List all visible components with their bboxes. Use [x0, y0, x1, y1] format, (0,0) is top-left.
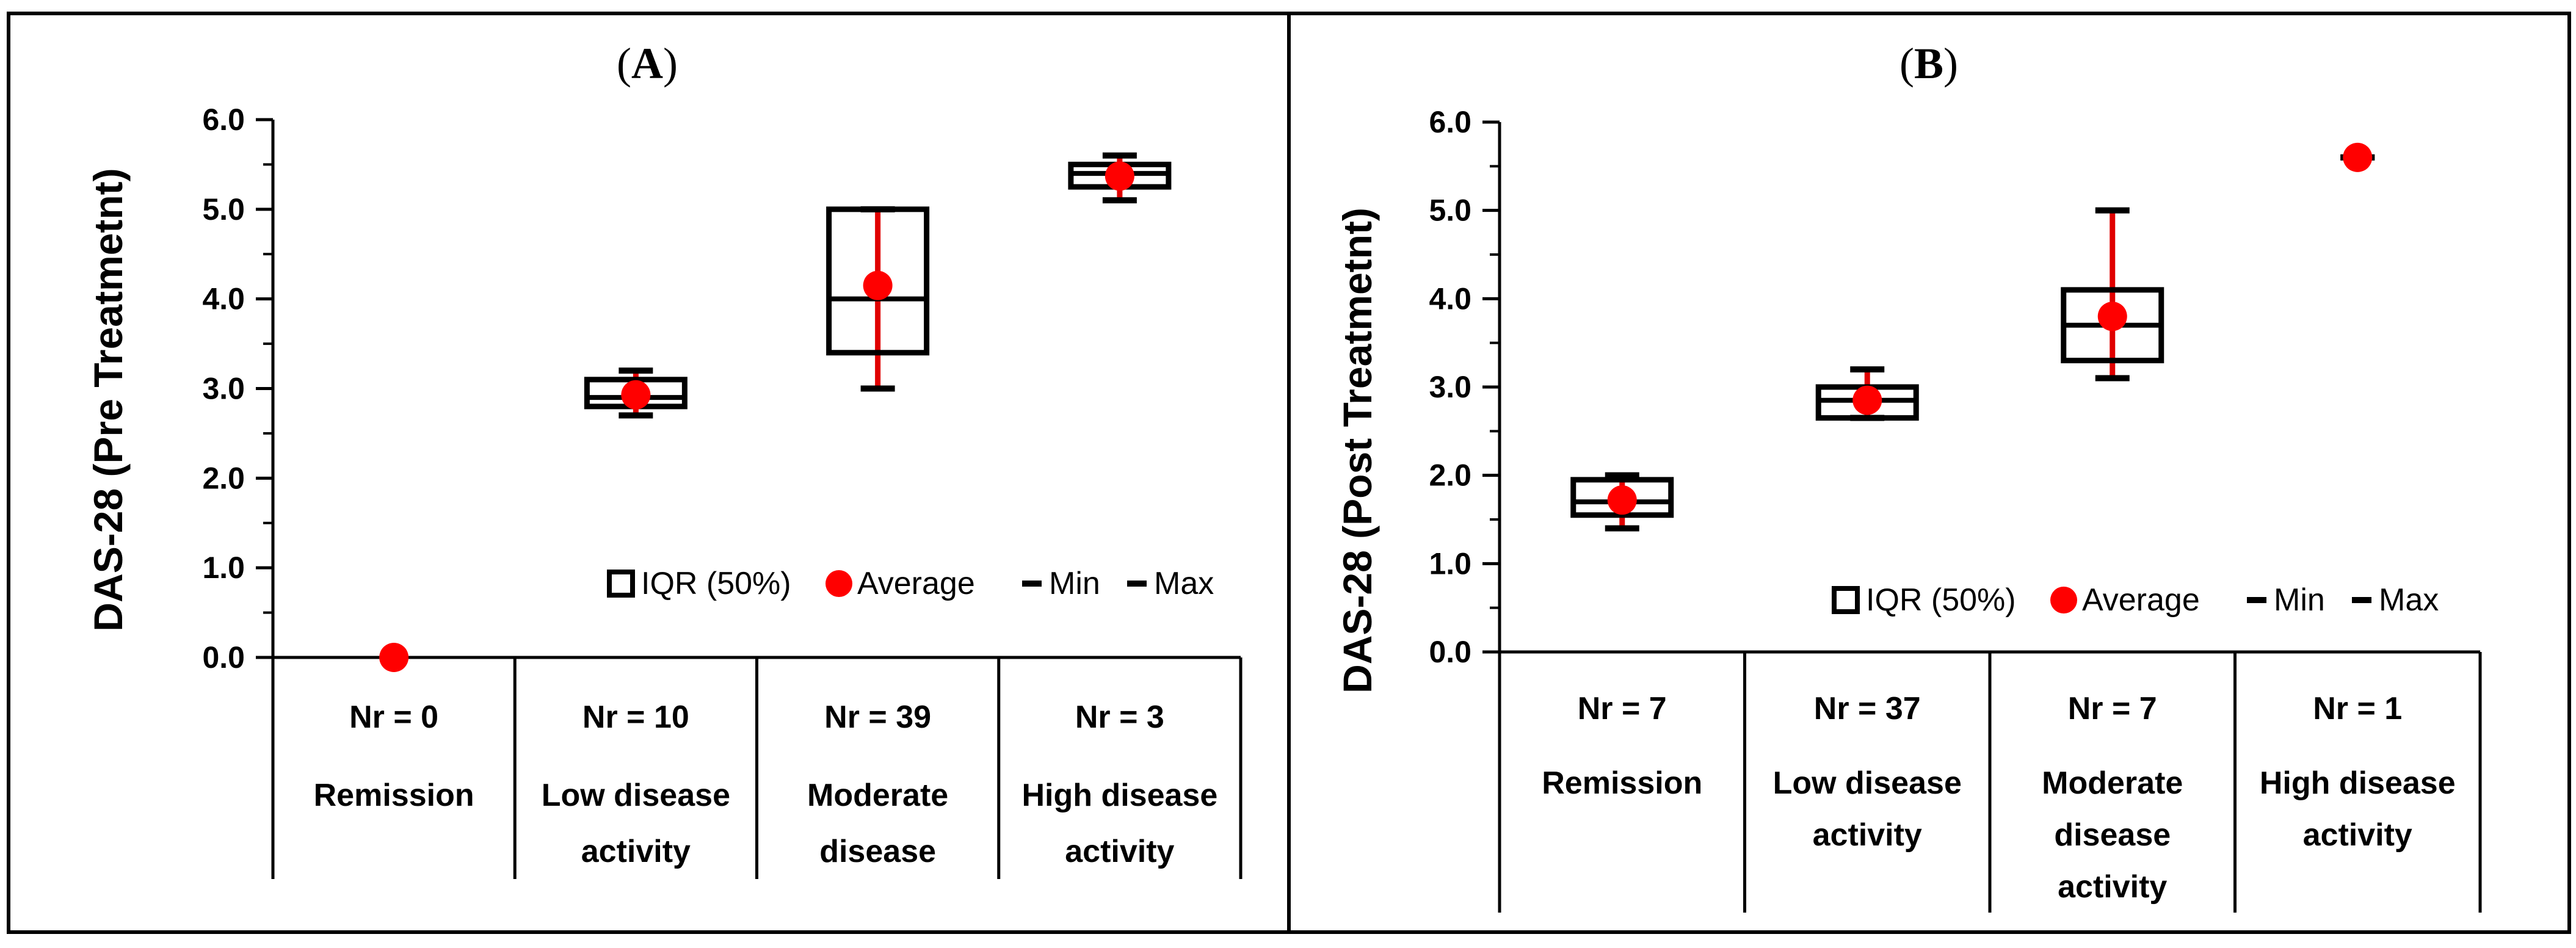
y-tick-label: 4.0: [1429, 281, 1471, 316]
y-tick-label: 6.0: [202, 103, 245, 137]
mean-point: [1607, 485, 1637, 515]
category-label: Moderate: [807, 778, 948, 813]
legend: IQR (50%) Average Min Max: [1832, 582, 2439, 618]
legend-max-label: Max: [1154, 566, 1214, 601]
y-axis-label: DAS-28 (Post Treatmetnt): [1335, 208, 1380, 693]
panel-title-letter: A: [631, 39, 663, 88]
panel-title: (B): [1899, 39, 1958, 88]
mean-point: [2097, 302, 2127, 331]
category-count: Nr = 7: [1578, 691, 1667, 726]
y-tick-label: 2.0: [202, 461, 245, 495]
category-label: Low disease: [542, 778, 730, 813]
panel-a: (A) 0.0 1.0 2.0 3.0 4.0 5.0 6.0 DAS-28 (Pre Trea…: [85, 39, 1243, 879]
category-count: Nr = 0: [349, 700, 438, 735]
legend-min-label: Min: [2274, 582, 2325, 618]
legend-average-label: Average: [857, 566, 975, 601]
mean-point: [2343, 142, 2373, 172]
mean-point: [863, 270, 893, 300]
y-tick-label: 3.0: [202, 372, 245, 406]
panel-title-open-paren: (: [1899, 39, 1914, 88]
panel-title-open-paren: (: [617, 39, 631, 88]
y-tick-label: 5.0: [202, 192, 245, 226]
legend-iqr-symbol: [1832, 586, 1860, 614]
category-count: Nr = 10: [582, 700, 689, 735]
legend-iqr-symbol: [607, 570, 635, 598]
legend-min-label: Min: [1049, 566, 1100, 601]
category-count: Nr = 7: [2068, 691, 2157, 726]
category-label: disease: [2054, 817, 2171, 853]
category-label: activity: [581, 834, 691, 869]
legend: IQR (50%) Average Min Max: [607, 566, 1214, 601]
category-label: High disease: [2260, 765, 2456, 801]
panel-b: (B) 0.0 1.0 2.0 3.0 4.0 5.0 6.0 DAS-28 (Post Tre…: [1335, 39, 2482, 913]
y-tick-label: 3.0: [1429, 370, 1471, 404]
category-count: Nr = 39: [824, 700, 931, 735]
y-tick-label: 1.0: [1429, 546, 1471, 581]
category-label: activity: [2303, 817, 2412, 853]
y-tick-label: 0.0: [202, 640, 245, 675]
category-label: activity: [1065, 834, 1174, 869]
legend-iqr-label: IQR (50%): [1866, 582, 2016, 618]
mean-point: [379, 643, 409, 672]
panel-title: (A): [617, 39, 678, 88]
y-tick-label: 4.0: [202, 282, 245, 316]
category-label: High disease: [1021, 778, 1217, 813]
category-count: Nr = 37: [1814, 691, 1921, 726]
category-label: activity: [2058, 869, 2167, 905]
category-label: Remission: [1542, 765, 1702, 801]
mean-point: [1852, 385, 1882, 415]
panel-title-close-paren: ): [1943, 39, 1958, 88]
legend-average-label: Average: [2082, 582, 2200, 618]
y-tick-label: 1.0: [202, 551, 245, 585]
panel-title-close-paren: ): [663, 39, 678, 88]
category-label: Remission: [314, 778, 474, 813]
panel-title-letter: B: [1914, 39, 1943, 88]
legend-max-label: Max: [2379, 582, 2439, 618]
category-label: disease: [819, 834, 936, 869]
category-count: Nr = 1: [2313, 691, 2402, 726]
panel-b-frame: [1287, 12, 2571, 934]
mean-point: [1105, 161, 1134, 191]
y-tick-label: 6.0: [1429, 105, 1471, 139]
y-tick-label: 0.0: [1429, 635, 1471, 669]
category-label: Moderate: [2042, 765, 2183, 801]
y-tick-label: 2.0: [1429, 458, 1471, 493]
legend-iqr-label: IQR (50%): [641, 566, 791, 601]
y-axis-label: DAS-28 (Pre Treatmetnt): [85, 168, 131, 631]
category-count: Nr = 3: [1075, 700, 1164, 735]
category-label: Low disease: [1773, 765, 1962, 801]
mean-point: [621, 380, 651, 410]
legend-average-symbol: [825, 570, 852, 597]
y-tick-label: 5.0: [1429, 194, 1471, 228]
legend-average-symbol: [2050, 587, 2077, 613]
category-label: activity: [1813, 817, 1922, 853]
iqr-box: [1570, 477, 1674, 518]
